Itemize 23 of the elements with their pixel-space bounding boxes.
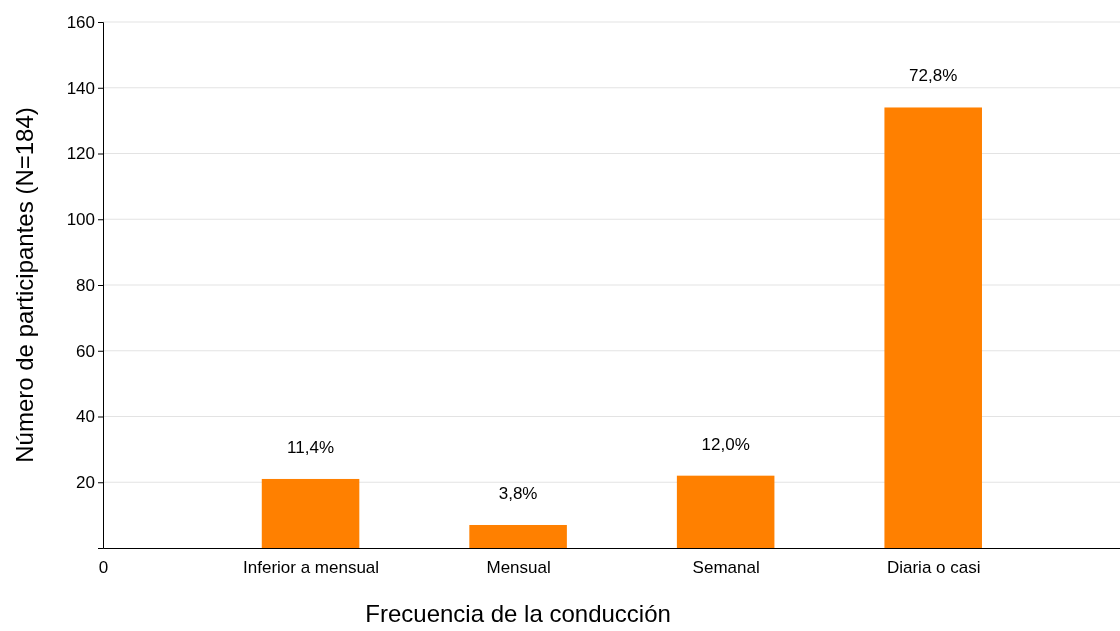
x-tick-label: Semanal [692,558,760,578]
annotation: 12,0% [701,434,750,454]
y-tick-label: 140 [66,78,95,98]
bar [884,107,982,548]
bar [469,524,567,548]
annotation: 72,8% [909,66,958,86]
x-tick-label: Mensual [486,558,551,578]
y-tick-label: 100 [66,210,95,230]
y-tick-label: 80 [76,275,95,295]
y-tick-label: 60 [76,341,95,361]
x-tick-label: Inferior a mensual [243,558,380,578]
bar [676,475,775,548]
x-tick-label: Diaria o casi [886,558,981,578]
y-axis-title: Número de participantes (N=184) [11,107,38,463]
y-tick-label: 160 [66,12,95,32]
annotation: 11,4% [287,437,335,457]
y-tick-label: 120 [66,144,95,164]
bar [261,478,360,548]
y-tick-label: 40 [76,407,95,427]
annotation: 3,8% [498,483,538,503]
y-tick-label: 20 [76,473,95,493]
x-tick-label: 0 [98,558,109,578]
x-axis-title: Frecuencia de la conducción [365,600,671,627]
